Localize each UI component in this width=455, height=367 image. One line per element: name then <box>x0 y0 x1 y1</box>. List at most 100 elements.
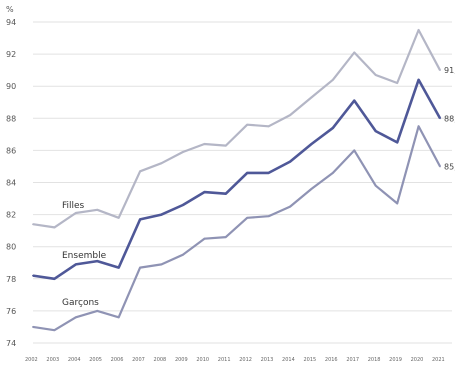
x-tick-label: 2004 <box>68 357 81 363</box>
y-tick-label: 78 <box>6 275 16 284</box>
series-lines <box>32 28 442 332</box>
y-tick-label: 84 <box>6 179 16 188</box>
series-label-filles: Filles <box>62 201 85 211</box>
data-point <box>417 29 420 31</box>
data-point <box>139 170 142 173</box>
x-tick-label: 2007 <box>132 357 145 363</box>
data-point <box>310 96 313 99</box>
data-point <box>182 253 184 256</box>
data-point <box>74 212 77 214</box>
x-tick-label: 2021 <box>432 357 445 363</box>
data-point <box>117 316 120 319</box>
x-tick-label: 2014 <box>282 357 295 363</box>
x-tick-label: 2005 <box>89 357 102 363</box>
data-point <box>396 82 399 84</box>
x-tick-label: 2003 <box>46 357 59 363</box>
data-point <box>224 192 227 195</box>
data-point <box>289 205 291 208</box>
end-label-filles: 91, <box>444 66 455 75</box>
y-tick-label: 86 <box>6 146 16 155</box>
data-point <box>267 171 270 174</box>
data-point <box>74 316 77 319</box>
data-point <box>396 202 399 205</box>
data-point <box>139 266 142 269</box>
data-point <box>417 125 420 128</box>
end-label-garcons: 85, <box>444 162 455 171</box>
data-point <box>53 277 56 280</box>
data-point <box>439 69 441 72</box>
data-point <box>160 263 163 266</box>
data-point <box>203 237 206 240</box>
data-point <box>417 78 420 81</box>
y-tick-label: 94 <box>6 18 16 27</box>
y-axis-unit-label: % <box>6 5 14 14</box>
data-point <box>203 191 206 194</box>
data-point <box>353 99 356 102</box>
data-point <box>32 274 34 277</box>
series-label-garcons: Garçons <box>62 298 99 308</box>
data-point <box>32 326 34 328</box>
y-tick-label: 80 <box>6 243 16 252</box>
series-label-ensemble: Ensemble <box>62 251 107 261</box>
x-tick-label: 2006 <box>111 357 124 363</box>
y-tick-label: 76 <box>6 307 16 316</box>
data-point <box>182 204 184 206</box>
series-line-ensemble <box>32 78 442 281</box>
series-line-garcons <box>32 125 441 332</box>
data-point <box>353 149 356 152</box>
data-point <box>53 226 56 229</box>
y-tick-label: 88 <box>6 114 16 123</box>
data-point <box>246 216 249 219</box>
data-point <box>396 141 399 144</box>
data-point <box>439 165 441 168</box>
data-point <box>267 125 270 128</box>
data-point <box>310 188 313 190</box>
y-tick-label: 74 <box>6 339 16 348</box>
data-point <box>246 171 249 174</box>
y-tick-label: 92 <box>6 50 16 59</box>
data-point <box>203 143 206 145</box>
data-point <box>224 236 227 238</box>
data-point <box>331 78 334 81</box>
data-point <box>160 162 163 165</box>
y-tick-label: 82 <box>6 211 16 220</box>
data-point <box>96 310 99 312</box>
data-point <box>139 218 142 221</box>
gridlines <box>33 21 452 344</box>
series-line-filles <box>32 28 441 229</box>
x-tick-label: 2008 <box>154 357 167 363</box>
data-point <box>289 160 291 163</box>
data-point <box>331 171 334 174</box>
x-tick-label: 2018 <box>368 357 381 363</box>
data-point <box>374 74 377 76</box>
y-tick-label: 90 <box>6 82 16 91</box>
x-axis: 2002 2003 2004 2005 2006 2007 2008 2009 2010 2011… <box>25 357 445 363</box>
data-point <box>224 144 227 147</box>
x-tick-label: 2009 <box>175 357 188 363</box>
data-point <box>96 260 99 263</box>
x-tick-label: 2015 <box>303 357 316 363</box>
x-tick-label: 2019 <box>389 357 402 363</box>
data-point <box>374 130 377 133</box>
x-tick-label: 2012 <box>239 357 252 363</box>
data-point <box>310 143 313 145</box>
data-point <box>246 123 249 126</box>
data-point <box>53 329 56 332</box>
x-tick-label: 2011 <box>218 357 231 363</box>
y-axis: 74 76 78 80 82 84 86 88 90 92 94 <box>6 18 16 348</box>
data-point <box>117 216 120 219</box>
data-point <box>439 117 441 120</box>
data-point <box>117 266 120 269</box>
data-point <box>160 213 163 216</box>
data-point <box>182 151 184 153</box>
x-tick-label: 2017 <box>346 357 359 363</box>
end-label-ensemble: 88, <box>444 114 455 123</box>
data-point <box>353 51 356 54</box>
x-tick-label: 2010 <box>196 357 209 363</box>
data-point <box>96 208 99 211</box>
data-point <box>331 127 334 129</box>
x-tick-label: 2016 <box>325 357 338 363</box>
data-point <box>374 184 377 187</box>
x-tick-label: 2013 <box>261 357 274 363</box>
